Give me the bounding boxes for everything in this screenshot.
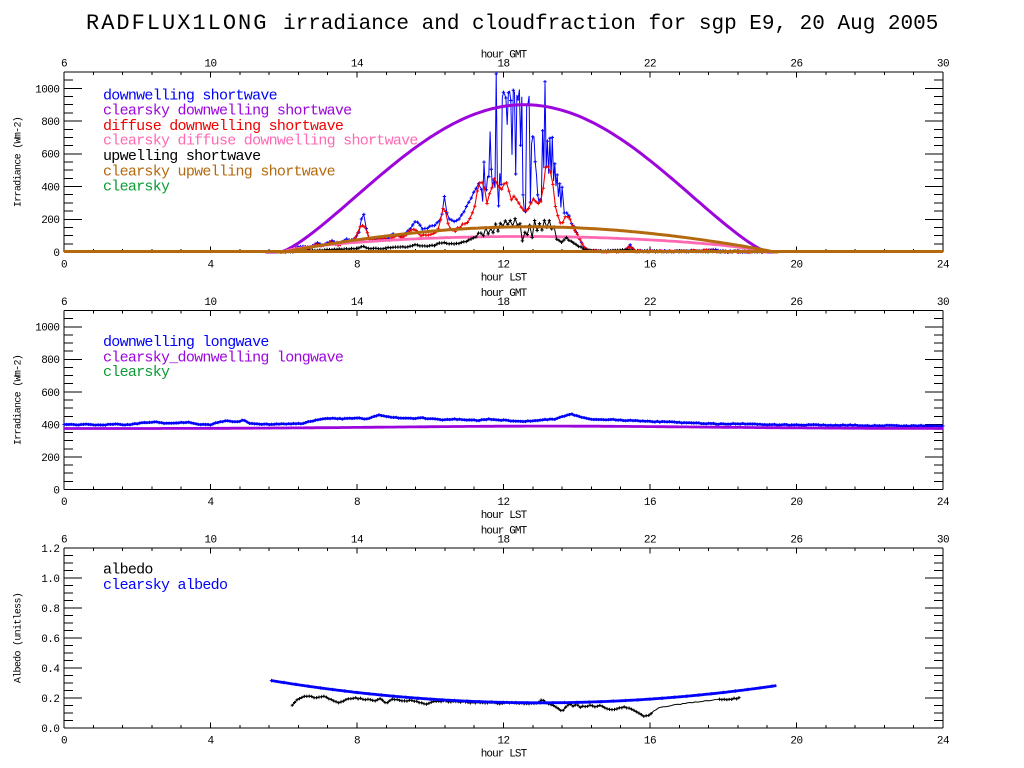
svg-text:800: 800 [41, 117, 59, 129]
svg-text:0.8: 0.8 [41, 604, 59, 616]
svg-text:0: 0 [61, 497, 67, 509]
svg-text:0.0: 0.0 [41, 724, 59, 736]
svg-text:18: 18 [497, 58, 509, 70]
svg-text:200: 200 [41, 215, 59, 227]
svg-text:10: 10 [204, 534, 216, 546]
svg-text:400: 400 [41, 420, 59, 432]
svg-text:1.2: 1.2 [41, 544, 59, 556]
svg-text:diffuse downwelling shortwave: diffuse downwelling shortwave [103, 118, 344, 135]
svg-text:24: 24 [937, 260, 950, 272]
svg-text:24: 24 [937, 736, 950, 748]
svg-text:albedo: albedo [103, 562, 153, 579]
svg-text:22: 22 [644, 297, 656, 309]
svg-text:800: 800 [41, 355, 59, 367]
svg-text:hour GMT: hour GMT [481, 288, 528, 300]
svg-text:clearsky albedo: clearsky albedo [103, 577, 228, 594]
svg-text:12: 12 [497, 497, 509, 509]
svg-text:400: 400 [41, 182, 59, 194]
svg-text:0.4: 0.4 [41, 664, 60, 676]
svg-text:1000: 1000 [35, 84, 59, 96]
svg-text:14: 14 [351, 297, 364, 309]
svg-text:16: 16 [644, 497, 656, 509]
svg-text:downwelling shortwave: downwelling shortwave [103, 87, 278, 104]
svg-text:0: 0 [53, 485, 59, 497]
svg-text:22: 22 [644, 534, 656, 546]
svg-text:200: 200 [41, 453, 59, 465]
svg-text:0.6: 0.6 [41, 634, 59, 646]
svg-text:22: 22 [644, 58, 656, 70]
svg-text:clearsky: clearsky [103, 364, 170, 381]
svg-text:18: 18 [497, 534, 509, 546]
svg-text:20: 20 [790, 497, 802, 509]
svg-text:0: 0 [53, 248, 59, 260]
svg-text:Albedo (unitless): Albedo (unitless) [13, 593, 25, 683]
svg-text:8: 8 [354, 497, 360, 509]
svg-text:4: 4 [207, 497, 214, 509]
svg-text:26: 26 [790, 534, 802, 546]
svg-text:6: 6 [61, 297, 67, 309]
svg-text:16: 16 [644, 260, 656, 272]
svg-text:12: 12 [497, 260, 509, 272]
svg-text:clearsky_downwelling longwave: clearsky_downwelling longwave [103, 350, 344, 367]
svg-text:24: 24 [937, 497, 950, 509]
svg-text:clearsky upwelling shortwave: clearsky upwelling shortwave [103, 164, 336, 181]
svg-text:downwelling longwave: downwelling longwave [103, 334, 269, 351]
svg-text:RADFLUX1LONG: RADFLUX1LONG [86, 11, 268, 36]
svg-text:0: 0 [61, 260, 67, 272]
svg-text:14: 14 [351, 534, 364, 546]
svg-text:Irradiance (Wm-2): Irradiance (Wm-2) [13, 355, 25, 445]
svg-text:0.2: 0.2 [41, 694, 59, 706]
svg-text:hour GMT: hour GMT [481, 526, 528, 538]
svg-text:6: 6 [61, 534, 67, 546]
svg-text:26: 26 [790, 297, 802, 309]
svg-text:Irradiance (Wm-2): Irradiance (Wm-2) [13, 117, 25, 207]
svg-text:clearsky downwelling shortwave: clearsky downwelling shortwave [103, 103, 352, 120]
svg-text:10: 10 [204, 58, 216, 70]
svg-text:20: 20 [790, 736, 802, 748]
svg-text:600: 600 [41, 150, 59, 162]
svg-text:1000: 1000 [35, 323, 59, 335]
svg-text:20: 20 [790, 260, 802, 272]
svg-text:18: 18 [497, 297, 509, 309]
svg-text:30: 30 [937, 297, 949, 309]
svg-text:hour LST: hour LST [481, 510, 528, 522]
svg-text:hour LST: hour LST [481, 273, 528, 285]
svg-text:16: 16 [644, 736, 656, 748]
svg-text:8: 8 [354, 260, 360, 272]
svg-text:hour GMT: hour GMT [481, 50, 528, 62]
svg-text:hour LST: hour LST [481, 749, 528, 761]
svg-text:600: 600 [41, 388, 59, 400]
svg-text:4: 4 [207, 260, 214, 272]
svg-text:26: 26 [790, 58, 802, 70]
svg-text:10: 10 [204, 297, 216, 309]
svg-text:clearsky: clearsky [103, 179, 170, 196]
svg-text:30: 30 [937, 58, 949, 70]
svg-text:clearsky diffuse downwelling s: clearsky diffuse downwelling shortwave [103, 132, 418, 149]
svg-text:irradiance and cloudfraction f: irradiance and cloudfraction for sgp E9,… [283, 13, 938, 36]
svg-text:14: 14 [351, 58, 364, 70]
svg-text:6: 6 [61, 58, 67, 70]
svg-text:1.0: 1.0 [41, 574, 59, 586]
svg-text:0: 0 [61, 736, 67, 748]
svg-text:4: 4 [207, 736, 214, 748]
svg-text:12: 12 [497, 736, 509, 748]
svg-text:8: 8 [354, 736, 360, 748]
svg-text:upwelling shortwave: upwelling shortwave [103, 148, 261, 165]
svg-text:30: 30 [937, 534, 949, 546]
